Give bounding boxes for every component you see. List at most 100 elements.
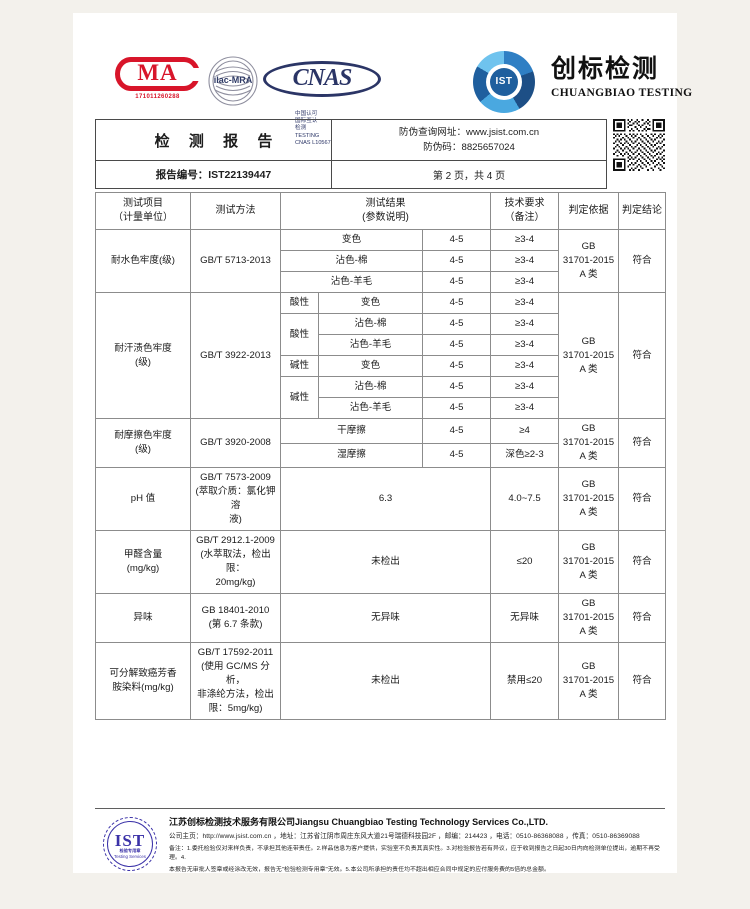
cma-logo-icon: MA 171011260288 xyxy=(115,57,202,105)
report-number-cell: 报告编号：IST22139447 xyxy=(96,161,332,188)
test-parameter: 干摩擦 xyxy=(280,418,423,444)
test-method: GB/T 2912.1-2009 (水萃取法，检出限： 20mg/kg) xyxy=(190,530,281,594)
seal-monogram: IST xyxy=(114,831,146,850)
report-header-top-row: 检 测 报 告 防伪查询网址：www.jsist.com.cn 防伪码：8825… xyxy=(96,120,606,161)
conclusion-value: 符合 xyxy=(618,530,667,594)
cma-logo-text: MA xyxy=(137,60,178,85)
technical-requirement-value: 深色≥2-3 xyxy=(490,442,560,468)
table-header-row: 测试项目 （计量单位） 测试方法 测试结果 (参数说明) 技术要求 （备注） 判定依据… xyxy=(95,192,667,230)
test-condition-alkali: 碱性 xyxy=(280,355,319,377)
test-method: GB/T 3922-2013 xyxy=(190,292,281,419)
cnas-logo-icon: CNAS xyxy=(263,57,381,103)
test-method: GB/T 17592-2011 (使用 GC/MS 分析， 非涤纶方法，检出 限… xyxy=(190,642,281,720)
qr-code-icon xyxy=(613,119,665,171)
col-header-judgement-basis: 判定依据 xyxy=(558,192,620,230)
table-row: pH 值 GB/T 7573-2009 (萃取介质：氯化钾溶 液) 6.3 4.… xyxy=(95,467,667,531)
table-row: 酸性 沾色-棉 4-5 ≥3-4 xyxy=(96,313,666,356)
seal-outer-ring xyxy=(103,817,157,871)
technical-requirement-value: ≥3-4 xyxy=(490,397,560,419)
table-row: 甲醛含量 (mg/kg) GB/T 2912.1-2009 (水萃取法，检出限： … xyxy=(95,530,667,594)
technical-requirement-value: ≥3-4 xyxy=(490,376,560,398)
test-item-name: 耐汗渍色牢度 (级) xyxy=(95,292,191,419)
technical-requirement-value: ≥3-4 xyxy=(490,334,560,356)
conclusion-value: 符合 xyxy=(618,229,667,293)
brand-name-chinese: 创标检测 xyxy=(551,54,660,83)
table-row: 沾色-羊毛 4-5 ≥3-4 xyxy=(96,397,666,419)
test-result-value: 4-5 xyxy=(421,334,492,356)
company-seal-icon: IST 检验专用章 Testing Services xyxy=(99,815,161,873)
seal-subtext-en: Testing Services xyxy=(114,854,146,859)
technical-requirement-value: 禁用≤20 xyxy=(490,642,560,720)
test-result-value: 4-5 xyxy=(421,229,492,251)
anti-counterfeit-code: 防伪码：8825657024 xyxy=(423,142,515,153)
footer-company-name: 江苏创标检测技术服务有限公司Jiangsu Chuangbiao Testing… xyxy=(169,817,549,827)
cnas-logo-text: CNAS xyxy=(292,65,353,91)
technical-requirement-value: 4.0~7.5 xyxy=(490,467,560,531)
test-method: GB 18401-2010 (第 6.7 条款) xyxy=(190,593,281,643)
judgement-basis: GB 31701-2015 A 类 xyxy=(558,292,620,419)
table-row: 可分解致癌芳香 胺染料(mg/kg) GB/T 17592-2011 (使用 GC… xyxy=(95,642,667,720)
test-item-name: 异味 xyxy=(95,593,191,643)
technical-requirement-value: ≥3-4 xyxy=(490,250,560,272)
table-row: 异味 GB 18401-2010 (第 6.7 条款) 无异味 无异味 GB 31… xyxy=(95,593,667,643)
table-row: 耐汗渍色牢度 (级) GB/T 3922-2013 酸性 变色 4-5 ≥3-4 … xyxy=(95,292,667,419)
judgement-basis: GB 31701-2015 A 类 xyxy=(558,593,620,643)
cnas-side-text: 中国认可 国际互认 检测 TESTING CNAS L10567 xyxy=(295,111,331,146)
company-brand: 创标检测 CHUANGBIAO TESTING xyxy=(551,54,711,99)
test-results-table: 测试项目 （计量单位） 测试方法 测试结果 (参数说明) 技术要求 （备注） 判定依据… xyxy=(95,192,667,720)
test-parameter: 沾色-羊毛 xyxy=(318,397,423,419)
test-method: GB/T 5713-2013 xyxy=(190,229,281,293)
test-parameter: 沾色-棉 xyxy=(318,376,423,398)
ist-company-logo-icon: IST xyxy=(473,51,535,113)
test-item-name: 甲醛含量 (mg/kg) xyxy=(95,530,191,594)
technical-requirement-value: ≥3-4 xyxy=(490,292,560,314)
judgement-basis: GB 31701-2015 A 类 xyxy=(558,418,620,468)
judgement-basis: GB 31701-2015 A 类 xyxy=(558,229,620,293)
test-item-name: 耐水色牢度(级) xyxy=(95,229,191,293)
test-result-value: 4-5 xyxy=(421,271,492,293)
cma-certificate-number: 171011260288 xyxy=(135,94,180,100)
table-row: 耐摩擦色牢度 (级) GB/T 3920-2008 干摩擦 4-5 ≥4 GB 31… xyxy=(95,418,667,468)
col-header-technical-requirement: 技术要求 （备注） xyxy=(490,192,560,230)
seal-subtext-cn: 检验专用章 xyxy=(119,848,141,853)
footer-note-line-2: 本报告无审批人签章或经涂改无效，报告无"检验检测专用章"无效。5.本公司所承担的… xyxy=(169,867,550,874)
seal-inner-ring xyxy=(107,821,153,867)
conclusion-value: 符合 xyxy=(618,418,667,468)
table-row: 耐水色牢度(级) GB/T 5713-2013 变色 4-5 ≥3-4 GB 31… xyxy=(95,229,667,293)
ilac-mra-label: ilac-MRA xyxy=(213,75,253,85)
col-header-conclusion: 判定结论 xyxy=(618,192,667,230)
report-header-bottom-row: 报告编号：IST22139447 第 2 页，共 4 页 xyxy=(96,161,606,188)
anti-counterfeit-block: 防伪查询网址：www.jsist.com.cn 防伪码：8825657024 xyxy=(399,120,539,160)
page-info-cell: 第 2 页，共 4 页 xyxy=(332,161,606,188)
test-result-value: 未检出 xyxy=(279,642,492,720)
col-header-test-item: 测试项目 （计量单位） xyxy=(95,192,191,230)
ist-logo-core: IST xyxy=(490,68,518,96)
test-method: GB/T 7573-2009 (萃取介质：氯化钾溶 液) xyxy=(190,467,281,531)
test-result-value: 4-5 xyxy=(421,376,492,398)
test-result-value: 4-5 xyxy=(421,397,492,419)
test-result-value: 4-5 xyxy=(421,250,492,272)
conclusion-value: 符合 xyxy=(618,593,667,643)
report-title-cell: 检 测 报 告 xyxy=(96,120,332,160)
test-method: GB/T 3920-2008 xyxy=(190,418,281,468)
test-result-value: 4-5 xyxy=(421,292,492,314)
table-row: 沾色-羊毛 4-5 ≥3-4 xyxy=(96,334,666,356)
test-parameter: 沾色-棉 xyxy=(318,313,423,335)
conclusion-value: 符合 xyxy=(618,642,667,720)
test-parameter: 沾色-羊毛 xyxy=(280,271,423,293)
test-parameter: 沾色-棉 xyxy=(280,250,423,272)
ilac-mra-logo-icon: ilac-MRA xyxy=(207,55,259,107)
technical-requirement-value: ≥3-4 xyxy=(490,355,560,377)
footer-note-line-1: 备注：1.委托检验仅对来样负责，不承担其他连带责任。2.样品信息为客户提供，实验… xyxy=(169,846,660,862)
test-item-name: 可分解致癌芳香 胺染料(mg/kg) xyxy=(95,642,191,720)
table-row: 碱性 变色 4-5 ≥3-4 xyxy=(96,355,666,377)
footer-text-block: 江苏创标检测技术服务有限公司Jiangsu Chuangbiao Testing… xyxy=(169,816,665,876)
test-result-value: 无异味 xyxy=(279,593,492,643)
test-result-value: 4-5 xyxy=(421,442,492,468)
footer-contact-line: 公司主页：http://www.jsist.com.cn ，地址：江苏省江阴市周… xyxy=(169,833,640,840)
test-result-value: 4-5 xyxy=(421,313,492,335)
test-result-value: 4-5 xyxy=(421,418,492,444)
cnas-oval-shape xyxy=(263,61,381,97)
ist-logo-text: IST xyxy=(495,76,513,87)
accreditation-logo-bar: MA 171011260288 ilac-MRA CNAS 中国认可 国际互认检 xyxy=(73,51,692,146)
